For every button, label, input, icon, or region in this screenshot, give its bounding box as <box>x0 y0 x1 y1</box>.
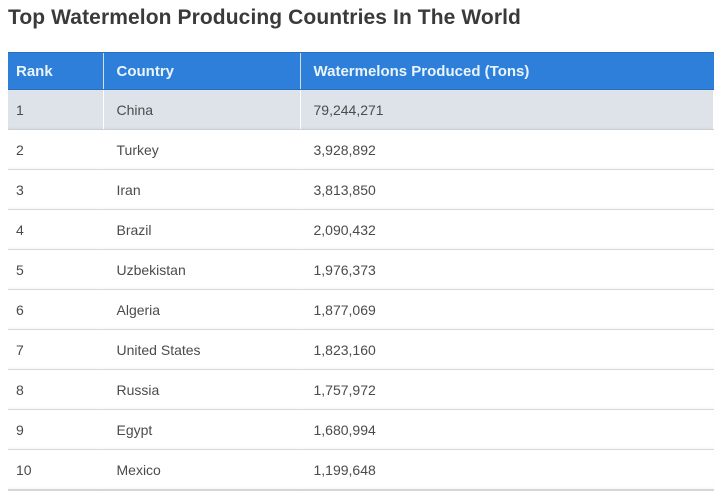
country-cell: Mexico <box>103 449 301 491</box>
produced-cell: 1,757,972 <box>300 369 714 410</box>
table-row: 8 Russia 1,757,972 <box>8 369 714 410</box>
column-header-produced: Watermelons Produced (Tons) <box>300 52 714 90</box>
table-row: 9 Egypt 1,680,994 <box>8 409 714 450</box>
produced-cell: 1,976,373 <box>300 249 714 290</box>
rank-cell: 9 <box>8 409 104 450</box>
country-cell: Turkey <box>103 129 301 170</box>
table-header: Rank Country Watermelons Produced (Tons) <box>8 52 714 90</box>
production-table: Rank Country Watermelons Produced (Tons)… <box>8 52 714 491</box>
produced-cell: 2,090,432 <box>300 209 714 250</box>
country-cell: Uzbekistan <box>103 249 301 290</box>
country-cell: Iran <box>103 169 301 210</box>
produced-cell: 3,813,850 <box>300 169 714 210</box>
table-row: 1 China 79,244,271 <box>8 89 714 130</box>
rank-cell: 8 <box>8 369 104 410</box>
column-header-rank: Rank <box>8 52 104 90</box>
page-title: Top Watermelon Producing Countries In Th… <box>8 6 521 29</box>
country-cell: Egypt <box>103 409 301 450</box>
table-row: 7 United States 1,823,160 <box>8 329 714 370</box>
rank-cell: 3 <box>8 169 104 210</box>
country-cell: United States <box>103 329 301 370</box>
country-cell: Russia <box>103 369 301 410</box>
table-row: 10 Mexico 1,199,648 <box>8 449 714 491</box>
table-container: Rank Country Watermelons Produced (Tons)… <box>8 52 714 491</box>
rank-cell: 10 <box>8 449 104 491</box>
table-row: 6 Algeria 1,877,069 <box>8 289 714 330</box>
country-cell: Algeria <box>103 289 301 330</box>
rank-cell: 1 <box>8 89 104 130</box>
rank-cell: 6 <box>8 289 104 330</box>
country-cell: China <box>103 89 301 130</box>
produced-cell: 1,199,648 <box>300 449 714 491</box>
table-row: 4 Brazil 2,090,432 <box>8 209 714 250</box>
produced-cell: 1,680,994 <box>300 409 714 450</box>
table-row: 3 Iran 3,813,850 <box>8 169 714 210</box>
column-header-country: Country <box>103 52 301 90</box>
table-header-row: Rank Country Watermelons Produced (Tons) <box>8 52 714 90</box>
rank-cell: 7 <box>8 329 104 370</box>
table-row: 2 Turkey 3,928,892 <box>8 129 714 170</box>
produced-cell: 1,877,069 <box>300 289 714 330</box>
table-body: 1 China 79,244,271 2 Turkey 3,928,892 3 Iran 3,8… <box>8 89 714 491</box>
rank-cell: 4 <box>8 209 104 250</box>
table-row: 5 Uzbekistan 1,976,373 <box>8 249 714 290</box>
country-cell: Brazil <box>103 209 301 250</box>
produced-cell: 3,928,892 <box>300 129 714 170</box>
rank-cell: 5 <box>8 249 104 290</box>
produced-cell: 79,244,271 <box>300 89 714 130</box>
produced-cell: 1,823,160 <box>300 329 714 370</box>
rank-cell: 2 <box>8 129 104 170</box>
